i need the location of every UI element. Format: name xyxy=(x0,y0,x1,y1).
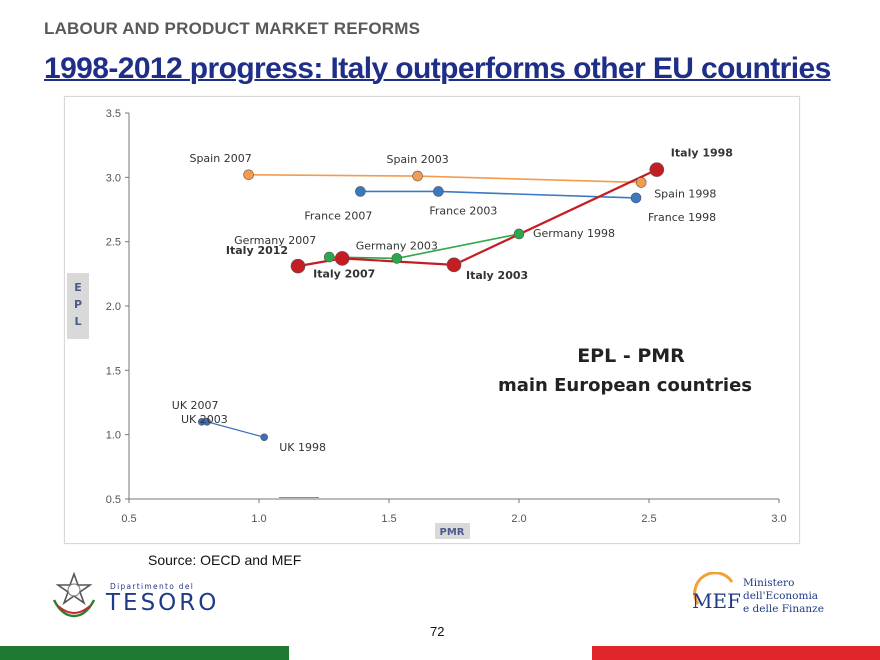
mef-mark-icon: MEF xyxy=(692,571,741,613)
y-axis-title-box xyxy=(67,273,89,339)
source-note: Source: OECD and MEF xyxy=(148,552,302,568)
point-4-1 xyxy=(203,417,211,426)
y-tick-label-6: 3.5 xyxy=(106,108,121,120)
chart-frame: 0.5 1.0 1.5 2.0 2.5 3.0 3.5 0.5 1.0 1.5 2.0 2.5 3.0 E… xyxy=(64,96,800,544)
point-2-2 xyxy=(513,228,525,240)
point-label-3-2: Italy 2003 xyxy=(466,269,528,282)
point-label-1-1: France 2003 xyxy=(429,204,497,217)
point-label-1-2: France 1998 xyxy=(648,211,716,224)
point-1-1 xyxy=(433,186,444,197)
mef-mark-text: MEF xyxy=(692,589,740,613)
point-1-0 xyxy=(355,186,366,197)
point-1-2 xyxy=(630,192,642,204)
point-0-2 xyxy=(635,177,647,188)
point-label-3-0: Italy 2012 xyxy=(226,244,288,257)
x-axis-title-box xyxy=(435,523,470,539)
x-tick-label-3: 2.0 xyxy=(511,513,526,525)
point-3-2 xyxy=(446,257,462,273)
page-title: 1998-2012 progress: Italy outperforms ot… xyxy=(44,52,831,85)
point-label-4-2: UK 1998 xyxy=(279,441,326,454)
y-tick-label-2: 1.5 xyxy=(106,365,121,377)
y-tick-label-4: 2.5 xyxy=(106,237,121,249)
epl-pmr-chart: 0.5 1.0 1.5 2.0 2.5 3.0 3.5 0.5 1.0 1.5 2.0 2.5 3.0 E… xyxy=(67,108,787,539)
section-heading: LABOUR AND PRODUCT MARKET REFORMS xyxy=(44,19,421,38)
footer-bar-red xyxy=(592,646,880,660)
series-line-0 xyxy=(248,173,642,184)
point-4-2 xyxy=(260,433,268,442)
point-3-3 xyxy=(649,162,665,177)
page-number: 72 xyxy=(430,624,445,639)
point-label-4-1: UK 2003 xyxy=(181,413,228,426)
y-axis-title-char-0: E xyxy=(74,281,82,294)
y-tick-label-5: 3.0 xyxy=(106,172,121,184)
point-2-0 xyxy=(323,251,335,263)
point-label-4-0: UK 2007 xyxy=(172,399,219,412)
x-tick-label-5: 3.0 xyxy=(771,513,786,525)
tesoro-subtitle: Dipartimento del xyxy=(110,582,195,591)
point-0-0 xyxy=(243,169,254,181)
point-3-1 xyxy=(334,251,350,266)
footer-bar-green xyxy=(0,646,289,660)
mef-line-1: Ministero xyxy=(743,577,795,589)
x-tick-label-4: 2.5 xyxy=(641,513,656,525)
mef-line-3: e delle Finanze xyxy=(743,603,824,615)
tesoro-logo: Dipartimento del TESORO xyxy=(48,570,218,620)
point-label-0-1: Spain 2003 xyxy=(386,153,448,166)
mef-ministry-name: Ministero dell'Economia e delle Finanze xyxy=(743,577,824,616)
x-axis-title: PMR xyxy=(440,527,465,538)
x-tick-label-2: 1.5 xyxy=(381,513,396,525)
footer-bar-white xyxy=(289,646,592,660)
point-label-2-2: Germany 1998 xyxy=(533,227,615,240)
y-tick-label-3: 2.0 xyxy=(106,301,121,313)
point-3-0 xyxy=(290,258,306,274)
point-label-2-0: Germany 2007 xyxy=(234,234,316,247)
point-0-1 xyxy=(412,170,423,182)
tesoro-wordmark: TESORO xyxy=(106,590,220,616)
mef-logo: MEF Ministero dell'Economia e delle Fina… xyxy=(688,571,868,624)
y-axis-title-char-1: P xyxy=(74,298,82,311)
x-tick-label-1: 1.0 xyxy=(251,513,266,525)
point-label-2-1: Germany 2003 xyxy=(356,239,438,252)
point-label-3-3: Italy 1998 xyxy=(671,147,733,160)
y-axis-title-char-2: L xyxy=(74,315,81,328)
chart-overlay-subtitle: main European countries xyxy=(498,375,752,396)
y-tick-label-1: 1.0 xyxy=(106,430,121,442)
point-label-0-0: Spain 2007 xyxy=(189,152,251,165)
republic-emblem-icon xyxy=(52,571,96,618)
mef-line-2: dell'Economia xyxy=(743,590,819,602)
x-tick-label-0: 0.5 xyxy=(121,513,136,525)
point-2-1 xyxy=(391,253,403,264)
point-label-3-1: Italy 2007 xyxy=(313,267,375,280)
series-line-1 xyxy=(360,190,637,199)
y-tick-label-0: 0.5 xyxy=(106,494,121,506)
chart-overlay-title: EPL - PMR xyxy=(577,345,685,367)
point-label-0-2: Spain 1998 xyxy=(654,187,716,200)
point-label-1-0: France 2007 xyxy=(304,209,372,222)
